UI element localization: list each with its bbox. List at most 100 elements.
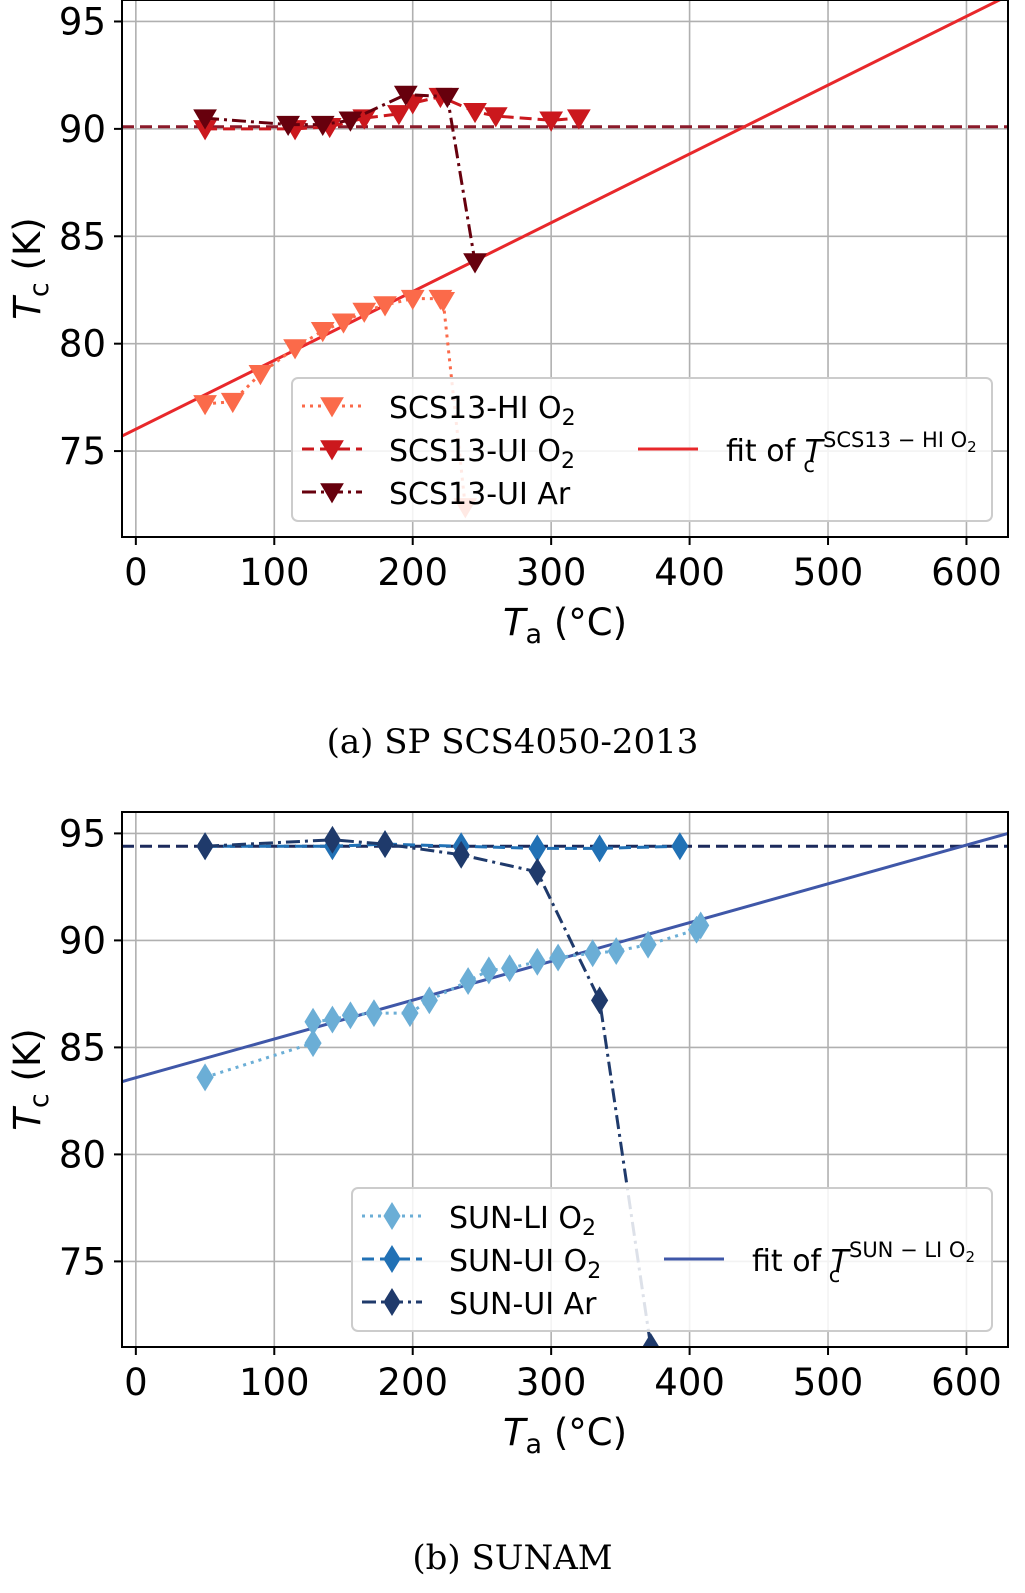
x-tick-label: 600 [931,551,1002,594]
data-point [607,937,625,966]
fit-line [122,0,1003,438]
x-tick-label: 500 [793,1361,864,1404]
x-tick-label: 400 [654,551,725,594]
axes-frame [121,0,1009,538]
data-point [431,291,456,313]
data-point [193,109,217,130]
data-point [196,832,214,861]
data-point [528,857,546,886]
data-point [341,1001,360,1030]
legend-label-0: SUN-LI O2 [449,1201,596,1241]
data-point [283,339,307,360]
chart-panel-b: 0 100 200 300 400 500 600 75 80 85 90 95 Ta (°C) Tc (… [6,811,1009,1460]
data-point [373,296,397,317]
legend-marker-0 [383,1202,401,1230]
y-tick-label: 85 [59,215,106,258]
data-point [591,986,609,1015]
data-point [401,999,419,1028]
data-point [376,830,394,859]
legend-label-fit: fit of TSUN − LI O2 c [752,1238,975,1287]
data-point [276,115,300,137]
legend-label-1: SUN-UI O2 [449,1244,601,1284]
data-point [387,105,411,126]
data-point [323,1005,342,1034]
caption-a: (a) SP SCS4050-2013 [326,722,699,762]
x-tick-label: 400 [654,1361,725,1404]
data-point [459,967,477,996]
y-tick-label: 90 [59,919,106,962]
data-point [420,986,438,1015]
x-tick-label: 200 [377,1361,448,1404]
legend-marker-1 [320,440,344,461]
y-tick-label: 80 [59,323,106,366]
legend-marker-1 [383,1245,401,1273]
x-tick-label: 300 [516,1361,587,1404]
data-point [528,834,546,863]
legend-label-0: SCS13-HI O2 [389,391,576,431]
data-point [435,87,460,109]
data-point [639,930,657,959]
data-point [584,939,602,968]
data-point [566,109,591,130]
legend-label-1: SCS13-UI O2 [389,434,575,474]
legend-label-2: SUN-UI Ar [449,1287,597,1322]
data-point [338,111,363,132]
x-tick-label: 0 [124,551,148,594]
data-point [352,302,377,323]
x-tick-label: 100 [239,1361,310,1404]
y-tick-label: 80 [59,1133,106,1176]
data-point [193,395,217,416]
plot-area [122,0,1008,519]
data-point [642,1333,660,1347]
legend-marker-0 [320,397,344,418]
x-axis-label: Ta (°C) [503,601,627,650]
data-point [463,253,487,274]
data-point [463,102,487,124]
data-point [591,834,609,863]
data-point [400,289,425,311]
x-tick-label: 0 [124,1361,148,1404]
plot-area [122,825,1008,1347]
data-point [323,825,342,854]
data-point [549,943,567,972]
data-point [304,1029,322,1058]
data-point [365,999,383,1028]
data-point [528,947,546,976]
series-line-0 [204,924,702,1079]
y-axis-label: Tc (K) [6,217,55,319]
data-point [196,1063,214,1092]
data-point [220,392,245,414]
data-point [393,85,418,106]
legend-label-2: SCS13-UI Ar [389,477,571,512]
legend-marker-2 [320,483,344,504]
y-tick-label: 75 [59,430,106,473]
caption-b: (b) SUNAM [412,1538,613,1578]
data-point [310,115,335,137]
y-tick-label: 95 [59,0,106,43]
y-axis-label: Tc (K) [6,1028,55,1130]
data-point [692,911,710,940]
data-point [248,365,273,386]
data-point [331,313,356,334]
chart-panel-a: 0 100 200 300 400 500 600 75 80 85 90 95 Ta (°C) Tc (… [6,0,1009,650]
x-tick-label: 500 [793,551,864,594]
y-tick-label: 75 [59,1240,106,1283]
data-point [501,954,519,983]
legend-label-fit: fit of TSCS13 − HI O2 c [726,428,977,477]
y-tick-label: 85 [59,1026,106,1069]
data-point [483,107,508,128]
x-tick-label: 600 [931,1361,1002,1404]
legend-marker-2 [383,1288,401,1316]
data-point [310,322,335,343]
data-point [539,111,564,132]
data-point [452,840,470,869]
data-point [304,1007,322,1036]
x-axis-label: Ta (°C) [503,1411,627,1460]
series-line-0 [204,297,467,508]
x-tick-label: 200 [377,551,448,594]
x-tick-label: 300 [516,551,587,594]
x-tick-label: 100 [239,551,310,594]
